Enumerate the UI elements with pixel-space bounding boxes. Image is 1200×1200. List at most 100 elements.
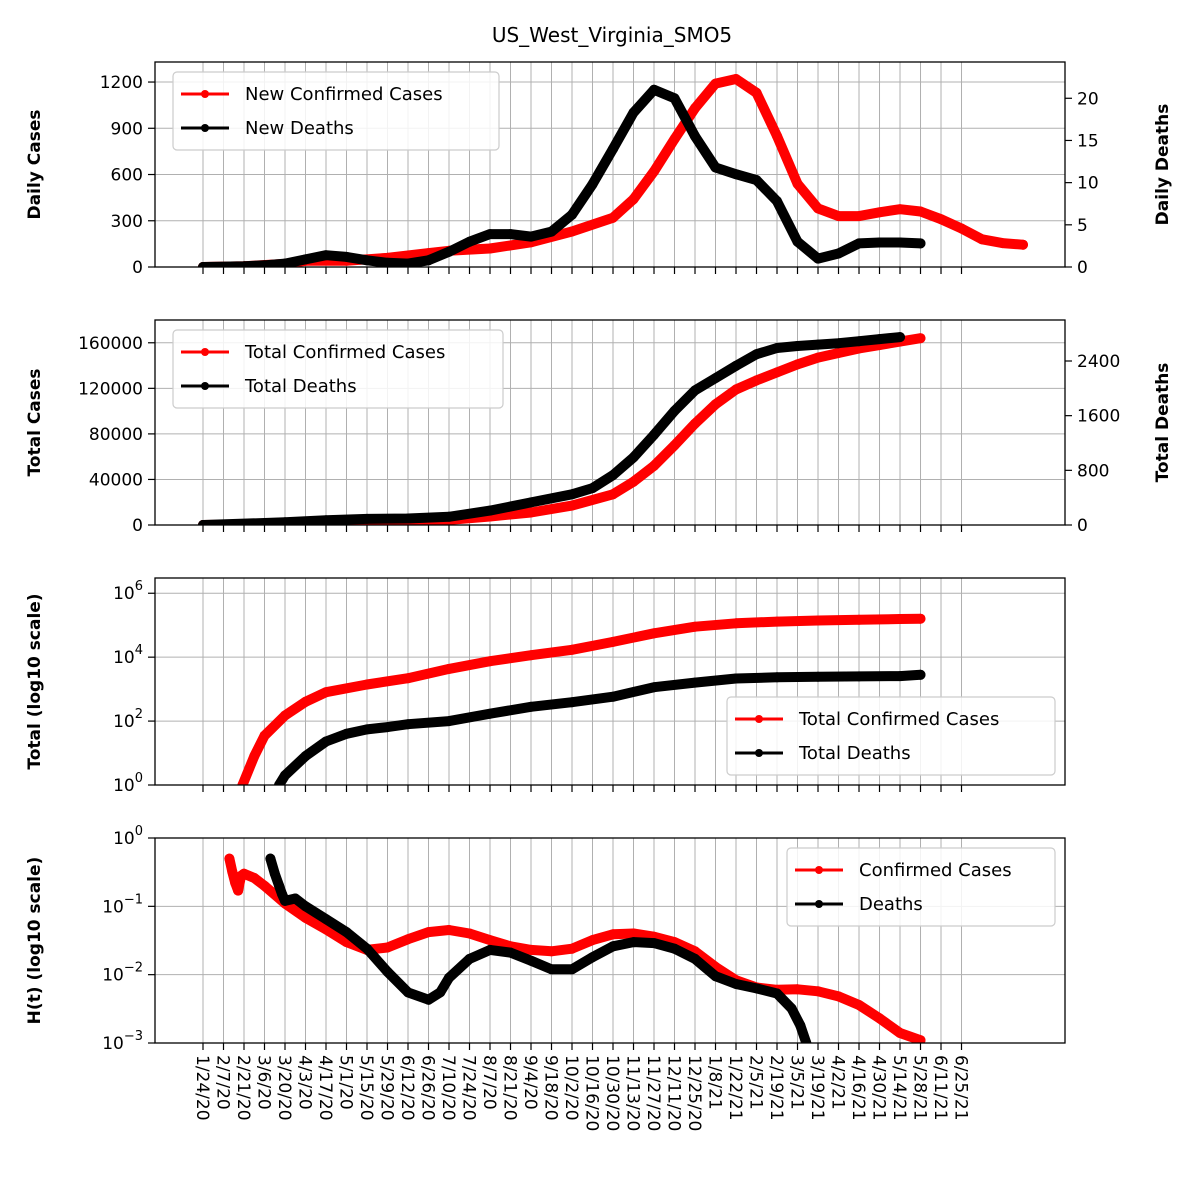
data-point: [690, 677, 700, 688]
plot-frame: [154, 61, 1066, 268]
legend-marker: [755, 715, 763, 723]
data-point: [874, 207, 885, 218]
data-point: [895, 614, 905, 624]
data-point: [772, 367, 782, 378]
data-point: [608, 143, 618, 154]
legend-label: Total Deaths: [798, 743, 911, 764]
y-tick-label: 10−3: [102, 1029, 143, 1054]
data-point: [567, 226, 577, 237]
legend-marker: [201, 124, 209, 132]
data-point: [792, 984, 803, 995]
data-point: [259, 260, 270, 267]
legend: Total Confirmed Cases Total Deaths: [726, 696, 1056, 776]
data-point: [772, 196, 782, 207]
x-tick-label: 2/21/20: [233, 1055, 253, 1121]
data-point: [895, 332, 905, 343]
y-right-tick-label: 0: [1077, 516, 1088, 536]
data-point: [300, 751, 311, 762]
data-point: [567, 489, 577, 500]
data-point: [341, 251, 352, 262]
x-tick-label: 10/2/20: [561, 1055, 581, 1121]
data-point: [710, 971, 721, 982]
data-point: [444, 663, 454, 674]
legend: Total Confirmed Cases Total Deaths: [172, 329, 504, 409]
data-point: [280, 258, 290, 267]
data-point: [265, 853, 276, 864]
data-point: [895, 1028, 905, 1038]
data-point: [198, 262, 208, 267]
data-point: [690, 418, 700, 429]
x-tick-label: 6/25/21: [951, 1055, 971, 1121]
y-tick-label: 10−2: [102, 961, 143, 986]
data-point: [362, 679, 372, 690]
x-tick-label: 5/14/21: [889, 1055, 909, 1121]
data-point: [526, 701, 536, 712]
data-point: [895, 237, 905, 248]
data-point: [567, 964, 577, 975]
y-axis-title: Daily Cases: [25, 110, 45, 220]
y-right-tick-label: 10: [1077, 174, 1099, 194]
data-point: [854, 211, 864, 222]
data-point: [587, 935, 598, 946]
data-point: [505, 947, 516, 958]
data-point: [915, 613, 926, 624]
x-tick-label: 2/19/21: [766, 1055, 786, 1121]
data-point: [710, 399, 721, 410]
data-point: [505, 229, 516, 240]
data-point: [751, 175, 762, 186]
data-point: [751, 375, 762, 386]
data-point: [628, 937, 639, 948]
data-point: [608, 941, 618, 952]
data-point: [362, 943, 372, 954]
data-point: [915, 238, 926, 249]
data-point: [239, 261, 249, 267]
y-right-tick-label: 5: [1077, 216, 1088, 236]
data-point: [772, 988, 782, 999]
plot-frame: [154, 577, 1066, 786]
data-point: [854, 614, 864, 625]
data-point: [854, 1000, 864, 1010]
data-point: [649, 429, 659, 440]
legend-marker: [815, 900, 823, 908]
data-point: [813, 986, 823, 997]
x-tick-label: 3/5/21: [787, 1055, 807, 1110]
data-point: [341, 927, 352, 938]
data-point: [795, 1020, 806, 1031]
data-point: [649, 628, 659, 639]
y-tick-label: 102: [113, 707, 143, 732]
data-point: [874, 1013, 885, 1024]
x-tick-label: 2/5/21: [746, 1055, 766, 1110]
data-point: [280, 517, 290, 525]
x-tick-label: 4/2/21: [828, 1055, 848, 1110]
x-tick-label: 4/30/21: [869, 1055, 889, 1121]
data-point: [444, 716, 454, 727]
data-point: [608, 470, 618, 481]
data-point: [813, 253, 823, 264]
data-point: [833, 348, 844, 358]
data-point: [792, 178, 803, 189]
legend-label: New Confirmed Cases: [245, 84, 443, 105]
data-point: [403, 719, 413, 730]
data-point: [833, 211, 844, 222]
data-point: [669, 440, 680, 451]
y-right-tick-label: 1600: [1077, 407, 1120, 427]
data-point: [690, 103, 700, 114]
data-point: [915, 333, 926, 344]
y-tick-label: 300: [111, 212, 143, 232]
data-point: [224, 853, 235, 864]
data-point: [895, 671, 905, 682]
x-tick-label: 1/24/20: [192, 1055, 212, 1121]
data-point: [649, 84, 659, 95]
x-tick-label: 10/30/20: [602, 1055, 622, 1131]
data-point: [423, 255, 434, 266]
data-point: [854, 238, 864, 249]
x-tick-label: 5/28/21: [910, 1055, 930, 1121]
data-point: [526, 497, 536, 508]
y-tick-label: 104: [113, 643, 143, 668]
y-right-axis-title: Total Deaths: [1153, 363, 1173, 483]
data-point: [382, 722, 393, 733]
data-point: [751, 87, 762, 98]
data-point: [567, 209, 577, 220]
data-point: [526, 231, 536, 242]
data-point: [936, 214, 946, 225]
